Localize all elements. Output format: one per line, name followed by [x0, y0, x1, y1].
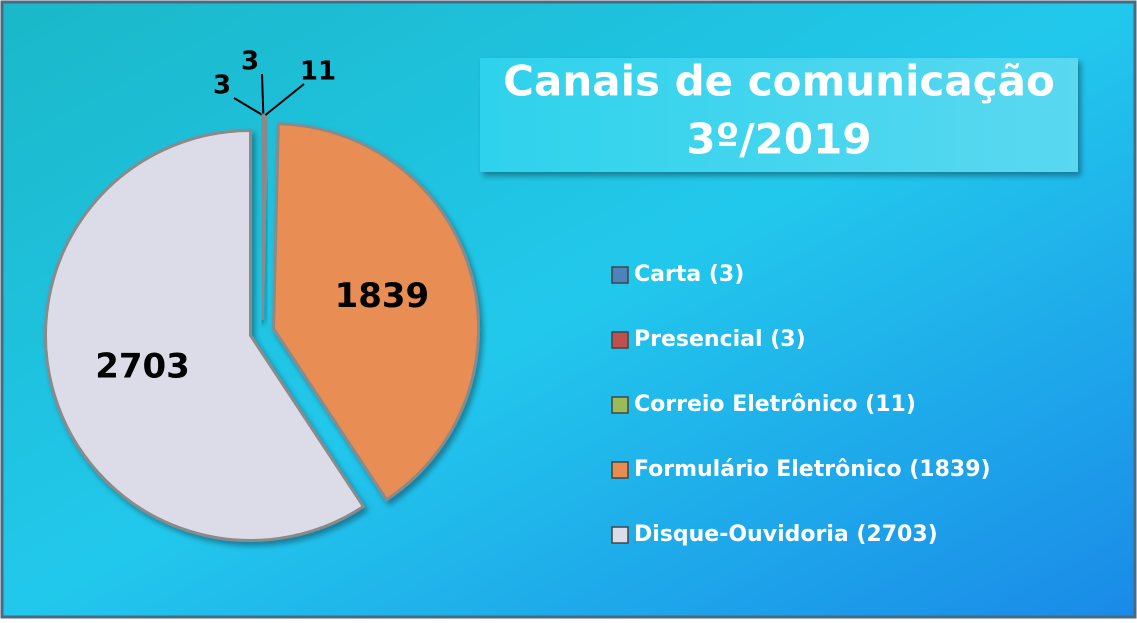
data-label: 11 [300, 57, 336, 87]
data-label: 1839 [335, 276, 430, 316]
title-box [480, 58, 1078, 172]
leader-line [264, 83, 305, 116]
legend-label: Disque-Ouvidoria (2703) [634, 522, 938, 547]
data-label: 2703 [95, 346, 190, 386]
legend-label: Carta (3) [634, 262, 744, 287]
leader-line [261, 73, 265, 116]
legend-swatch [611, 461, 629, 479]
data-label: 3 [241, 47, 259, 77]
chart-title: 3º/2019 [686, 115, 871, 164]
pie-slice [44, 128, 366, 542]
legend-label: Correio Eletrônico (11) [634, 392, 916, 417]
legend-label: Formulário Eletrônico (1839) [634, 457, 991, 482]
legend-swatch [611, 396, 629, 414]
legend-swatch [611, 526, 629, 544]
pie-slice [272, 122, 481, 502]
data-label: 3 [213, 71, 231, 101]
leader-line [233, 97, 263, 116]
legend-swatch [611, 331, 629, 349]
chart-title: Canais de comunicação [503, 57, 1055, 106]
legend-swatch [611, 266, 629, 284]
legend-label: Presencial (3) [634, 327, 806, 352]
